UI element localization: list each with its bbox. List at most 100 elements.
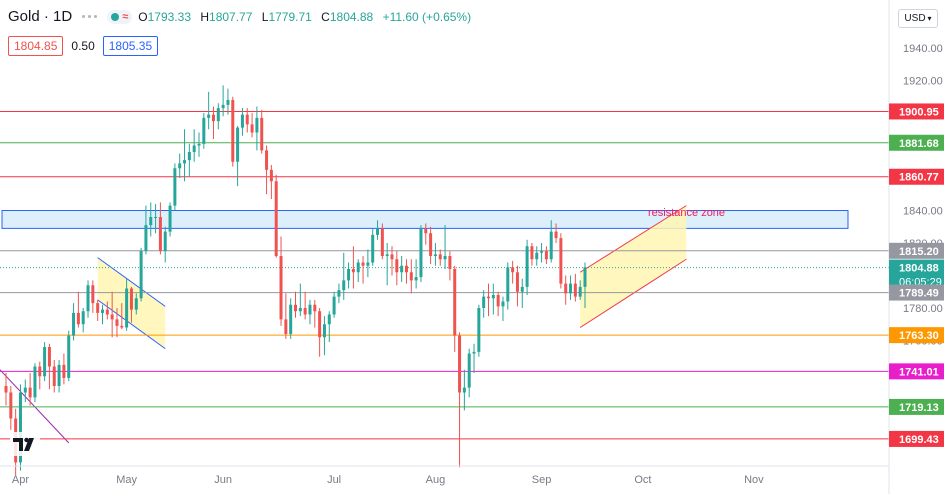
candle-body [303,308,307,315]
candle [173,163,177,211]
candle-body [390,254,394,260]
trade-panel: 1804.85 0.50 1805.35 [8,36,159,56]
rising-channel-lower-line [579,258,687,328]
sell-button[interactable]: 1804.85 [8,36,64,56]
price-label-text: 1763.30 [899,330,939,342]
candle-body [525,246,529,287]
candle-body [520,286,524,292]
candle [197,132,201,157]
open-label: O [138,9,148,24]
candle-body [43,347,47,377]
candle [110,291,114,338]
candle [578,280,582,300]
candle [255,106,259,151]
early-trendline [0,369,70,444]
candle-body [472,351,476,354]
candle [91,280,95,313]
candle-body [308,304,312,315]
price-label-box [889,327,944,344]
candle-body [129,288,133,310]
candle [322,316,326,356]
candle-body [187,152,191,161]
y-tick-label: 1840.00 [903,206,943,218]
candle-body [583,267,587,287]
price-label-text: 1789.49 [899,288,939,300]
candle-body [294,304,297,312]
more-dots-icon[interactable] [82,15,98,18]
candle-body [226,100,230,105]
candle [318,308,322,357]
candle [419,225,423,282]
candle-body [33,366,37,398]
candle-body [211,114,215,122]
candle [28,373,32,406]
candle [559,233,563,289]
candle-body [173,168,177,206]
candle-body [38,366,42,377]
candle [120,303,124,330]
candle-body [404,265,408,273]
candle [376,220,380,240]
x-tick-label: Sep [532,474,552,486]
candle [313,299,317,328]
symbol-name: Gold [8,8,40,25]
candle [207,91,211,130]
candle-body [366,262,370,266]
candle [342,252,346,300]
candle [530,243,534,266]
tradingview-logo[interactable] [10,432,40,456]
x-tick-label: Jun [214,474,232,486]
buy-button[interactable]: 1805.35 [102,36,159,56]
candle-body [414,277,418,281]
candle-body [530,246,534,260]
candle [380,223,384,260]
candle-body [9,392,13,419]
candle [192,129,196,162]
candle-body [28,387,32,398]
candle-body [482,296,486,308]
candle-body [424,228,428,234]
candle [245,108,249,133]
y-tick-label: 1780.00 [903,303,943,315]
candle [81,308,85,333]
candle [18,384,22,471]
candle-body [101,309,104,313]
candle-body [409,272,413,281]
high-label: H [200,9,210,24]
currency-select[interactable]: USD ▾ [898,9,938,28]
candle [467,348,471,398]
price-label-box [889,284,944,301]
candle-body [380,228,384,256]
price-label-box [889,242,944,259]
candle-body [535,252,539,260]
candle [260,109,264,154]
candle-body [298,308,302,312]
candle-body [134,298,138,310]
candle-body [318,311,322,338]
currency-label: USD [904,13,926,24]
candle [549,220,553,263]
candle [67,330,71,382]
candle [520,278,524,308]
candle-body [544,251,548,260]
price-label-text: 1741.01 [899,366,939,378]
symbol-label[interactable]: Gold · 1D [8,8,73,25]
candle [569,275,573,300]
candle-body [361,262,365,266]
candle [298,283,302,317]
falling-channel-upper-line [97,257,166,307]
candle [4,373,8,406]
price-label-text: 1860.77 [899,172,939,184]
candle-body [139,251,143,299]
resistance-zone-label: resistance zone [648,207,725,219]
candle [178,153,182,178]
market-status-pill[interactable]: ≈ [107,9,133,24]
candle [540,243,544,263]
price-label-box [889,134,944,151]
candle [139,247,143,302]
candle [487,283,490,317]
candle-body [342,280,346,291]
candle-body [158,217,162,252]
